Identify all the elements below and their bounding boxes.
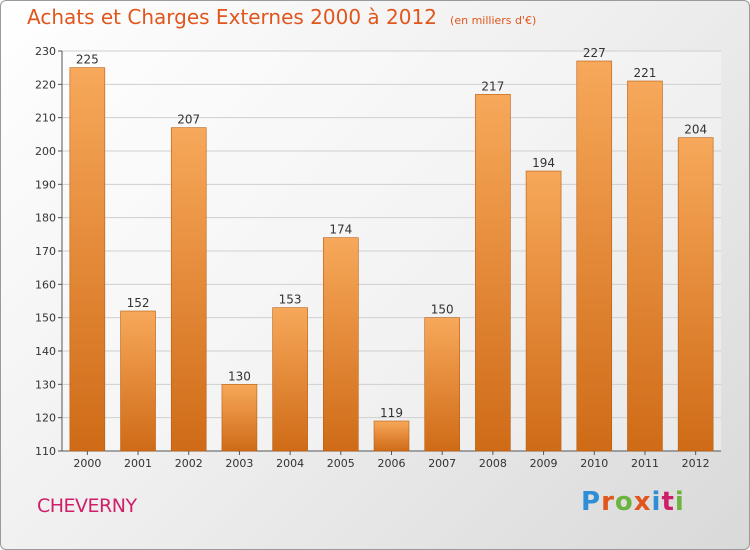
y-tick-label: 160 (35, 278, 56, 291)
bar-2007 (424, 317, 460, 452)
y-tick-label: 220 (35, 78, 56, 91)
x-tick-label-2002: 2002 (175, 457, 203, 470)
bar-2005 (323, 237, 359, 452)
x-tick-label-2010: 2010 (580, 457, 608, 470)
logo-letter: o (614, 487, 634, 517)
chart-header: Achats et Charges Externes 2000 à 2012 (… (27, 5, 536, 29)
logo-letter: t (661, 487, 675, 517)
data-label-2006: 119 (380, 406, 403, 420)
y-tick-label: 210 (35, 112, 56, 125)
data-label-2002: 207 (177, 113, 200, 127)
proxiti-logo: Proxiti (581, 487, 685, 517)
bar-2012 (677, 137, 714, 452)
bar-2002 (170, 127, 207, 452)
chart-title: Achats et Charges Externes 2000 à 2012 (27, 5, 437, 29)
y-tick-label: 110 (35, 445, 56, 458)
y-tick-label: 230 (35, 45, 56, 58)
y-tick-label: 200 (35, 145, 56, 158)
x-tick-label-2012: 2012 (682, 457, 710, 470)
data-label-2001: 152 (127, 296, 150, 310)
data-label-2007: 150 (431, 303, 454, 317)
bar-2011 (627, 80, 663, 452)
y-tick-label: 180 (35, 212, 56, 225)
y-tick-label: 130 (35, 378, 56, 391)
bar-2009 (525, 170, 562, 452)
x-tick-label-2006: 2006 (378, 457, 406, 470)
x-tick-label-2009: 2009 (530, 457, 558, 470)
bar-2006 (373, 420, 410, 452)
data-label-2012: 204 (684, 123, 707, 137)
logo-letter: i (674, 487, 685, 517)
data-label-2009: 194 (532, 156, 555, 170)
x-tick-label-2003: 2003 (225, 457, 253, 470)
bar-2001 (120, 310, 156, 452)
data-label-2008: 217 (481, 79, 504, 93)
x-tick-label-2000: 2000 (73, 457, 101, 470)
data-label-2004: 153 (279, 293, 302, 307)
x-tick-label-2008: 2008 (479, 457, 507, 470)
x-tick-label-2007: 2007 (428, 457, 456, 470)
data-label-2003: 130 (228, 369, 251, 383)
bar-2000 (69, 67, 106, 452)
bar-2004 (272, 307, 308, 452)
data-label-2010: 227 (583, 46, 606, 60)
data-label-2000: 225 (76, 53, 99, 67)
bar-2008 (475, 94, 511, 452)
y-tick-label: 170 (35, 245, 56, 258)
logo-letter: i (651, 487, 662, 517)
bar-2003 (221, 384, 258, 452)
y-tick-label: 190 (35, 178, 56, 191)
logo-letter: P (581, 487, 602, 517)
x-tick-label-2005: 2005 (327, 457, 355, 470)
x-tick-label-2011: 2011 (631, 457, 659, 470)
commune-name: CHEVERNY (37, 495, 137, 517)
logo-letter: r (601, 487, 615, 517)
bar-2010 (576, 60, 613, 452)
logo-letter: x (633, 487, 652, 517)
y-tick-label: 150 (35, 312, 56, 325)
y-tick-label: 120 (35, 412, 56, 425)
chart-unit: (en milliers d'€) (450, 14, 537, 27)
x-tick-label-2001: 2001 (124, 457, 152, 470)
data-label-2011: 221 (634, 66, 657, 80)
y-tick-label: 140 (35, 345, 56, 358)
x-tick-label-2004: 2004 (276, 457, 304, 470)
data-label-2005: 174 (329, 223, 352, 237)
